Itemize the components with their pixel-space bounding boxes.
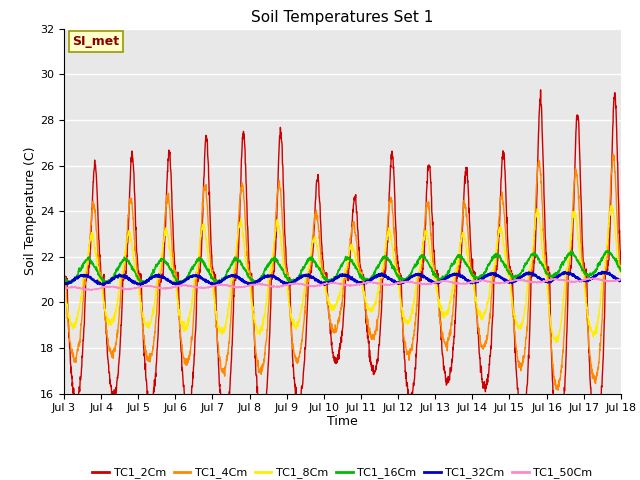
TC1_16Cm [60,275,68,280]
TC1_50Cm [584,276,591,282]
TC1_16Cm [584,271,591,277]
TC1_4Cm [617,265,625,271]
TC1_2Cm [568,244,576,250]
TC1_16Cm [359,275,367,281]
TC1_4Cm [609,151,617,157]
TC1_4Cm [568,227,575,232]
TC1_16Cm [216,277,223,283]
TC1_2Cm [371,369,378,374]
TC1_50Cm [60,286,68,291]
TC1_4Cm [358,274,366,280]
TC1_32Cm [174,282,182,288]
TC1_32Cm [359,280,367,286]
TC1_32Cm [371,275,379,280]
TC1_32Cm [60,281,68,287]
TC1_2Cm [504,246,512,252]
TC1_8Cm [60,277,68,283]
TC1_2Cm [556,452,563,457]
TC1_32Cm [216,279,223,285]
TC1_32Cm [617,277,625,283]
TC1_50Cm [371,279,379,285]
TC1_32Cm [598,269,606,275]
TC1_2Cm [584,307,591,313]
Text: SI_met: SI_met [72,35,120,48]
Line: TC1_16Cm: TC1_16Cm [64,251,621,283]
TC1_16Cm [216,280,223,286]
Y-axis label: Soil Temperature (C): Soil Temperature (C) [24,147,37,276]
TC1_16Cm [604,248,611,253]
Line: TC1_32Cm: TC1_32Cm [64,272,621,285]
TC1_4Cm [584,318,591,324]
TC1_8Cm [358,286,366,291]
TC1_4Cm [60,273,68,278]
TC1_2Cm [537,87,545,93]
TC1_8Cm [568,224,575,229]
Legend: TC1_2Cm, TC1_4Cm, TC1_8Cm, TC1_16Cm, TC1_32Cm, TC1_50Cm: TC1_2Cm, TC1_4Cm, TC1_8Cm, TC1_16Cm, TC1… [88,463,596,480]
TC1_8Cm [552,340,559,346]
TC1_8Cm [607,203,615,208]
TC1_2Cm [60,264,68,270]
TC1_50Cm [568,278,575,284]
TC1_4Cm [504,263,512,268]
TC1_4Cm [371,331,378,337]
TC1_4Cm [554,387,562,393]
Title: Soil Temperatures Set 1: Soil Temperatures Set 1 [252,10,433,25]
Line: TC1_50Cm: TC1_50Cm [64,278,621,290]
TC1_32Cm [504,279,512,285]
TC1_2Cm [358,277,366,283]
Line: TC1_4Cm: TC1_4Cm [64,154,621,390]
TC1_4Cm [216,353,223,359]
TC1_16Cm [504,268,512,274]
TC1_50Cm [617,276,625,282]
TC1_2Cm [216,380,223,385]
TC1_8Cm [216,324,223,330]
TC1_32Cm [584,278,591,284]
TC1_8Cm [617,270,625,276]
TC1_50Cm [359,281,367,287]
TC1_16Cm [617,268,625,274]
TC1_50Cm [88,288,96,293]
TC1_8Cm [504,270,512,276]
TC1_2Cm [617,262,625,267]
TC1_16Cm [371,268,379,274]
Line: TC1_2Cm: TC1_2Cm [64,90,621,455]
TC1_16Cm [568,251,575,256]
X-axis label: Time: Time [327,415,358,428]
TC1_8Cm [584,310,591,316]
TC1_50Cm [216,282,223,288]
TC1_50Cm [589,275,596,281]
TC1_50Cm [504,279,512,285]
TC1_8Cm [371,302,378,308]
Line: TC1_8Cm: TC1_8Cm [64,205,621,343]
TC1_32Cm [568,272,575,277]
